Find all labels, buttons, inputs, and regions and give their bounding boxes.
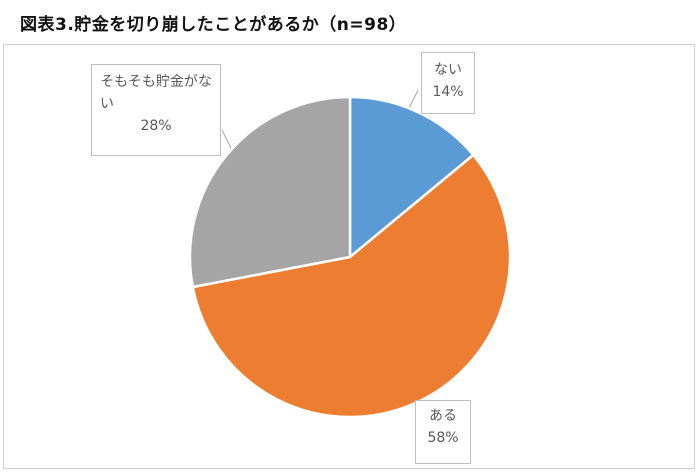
callout-sonomo-label-1: そもそも貯金がな: [100, 74, 212, 90]
callout-sonomo-value: 28%: [140, 118, 172, 134]
pie-slice-0: [348, 95, 475, 259]
callout-aru-value: 58%: [427, 430, 459, 446]
pie-slice-2: [188, 95, 352, 289]
chart-title: 図表3.貯金を切り崩したことがあるか（n=98）: [20, 15, 407, 35]
callout-aru-label: ある: [429, 408, 457, 424]
leader-line-nai: [408, 89, 419, 109]
callout-nai: ない 14%: [421, 52, 475, 114]
callout-nai-value: 14%: [432, 84, 464, 100]
callout-aru: ある 58%: [415, 400, 471, 464]
callout-nai-label: ない: [434, 62, 462, 78]
callout-sonomo: そもそも貯金がな い 28%: [91, 64, 221, 156]
pie-slices: [188, 95, 512, 419]
callout-sonomo-label-2: い: [100, 96, 114, 112]
